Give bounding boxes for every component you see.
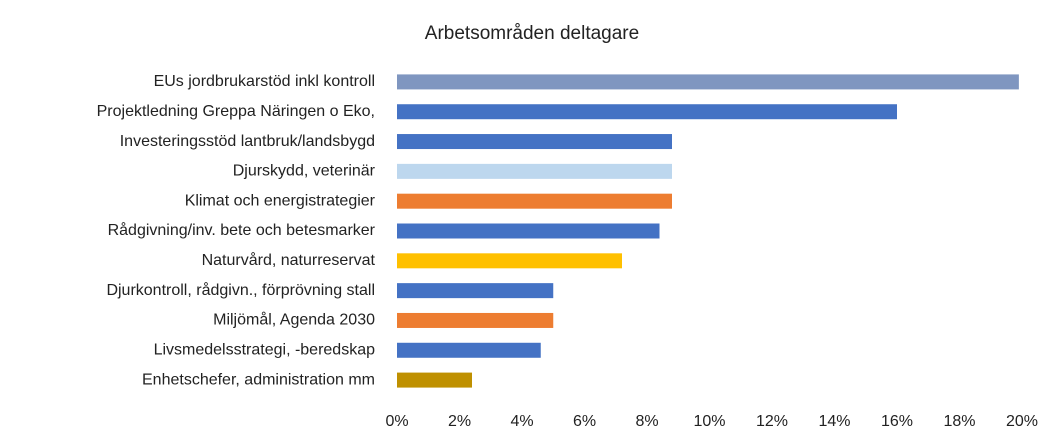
y-tick-label: Miljömål, Agenda 2030 (213, 311, 375, 329)
y-tick-label: Rådgivning/inv. bete och betesmarker (108, 221, 376, 239)
y-tick-label: Djurkontroll, rådgivn., förprövning stal… (106, 281, 375, 299)
bar (397, 342, 541, 358)
chart-title: Arbetsområden deltagare (425, 23, 639, 44)
bar (397, 372, 472, 388)
x-tick-label: 20% (1006, 413, 1038, 430)
y-tick-label: Projektledning Greppa Näringen o Eko, (97, 103, 375, 120)
y-tick-label: Livsmedelsstrategi, -beredskap (154, 341, 376, 358)
x-tick-label: 4% (510, 413, 533, 430)
bar (397, 223, 660, 239)
x-tick-label: 16% (881, 413, 913, 430)
y-tick-label: EUs jordbrukarstöd inkl kontroll (154, 73, 375, 90)
bar (397, 312, 554, 328)
bar (397, 163, 672, 179)
bar (397, 104, 897, 120)
y-tick-label: Investeringsstöd lantbruk/landsbygd (120, 133, 375, 150)
bar (397, 253, 622, 269)
x-tick-label: 18% (943, 413, 975, 430)
y-tick-label: Naturvård, naturreservat (202, 251, 376, 269)
bar (397, 193, 672, 209)
x-tick-label: 14% (818, 413, 850, 430)
x-tick-label: 12% (756, 413, 788, 430)
y-tick-label: Enhetschefer, administration mm (142, 371, 375, 388)
x-tick-label: 0% (385, 413, 408, 430)
x-tick-label: 2% (448, 413, 471, 430)
bar (397, 74, 1019, 90)
bar (397, 283, 554, 299)
x-tick-label: 6% (573, 413, 596, 430)
x-tick-label: 10% (693, 413, 725, 430)
y-tick-label: Klimat och energistrategier (185, 192, 376, 209)
y-tick-label: Djurskydd, veterinär (233, 163, 376, 180)
x-tick-label: 8% (635, 413, 658, 430)
bar (397, 134, 672, 150)
